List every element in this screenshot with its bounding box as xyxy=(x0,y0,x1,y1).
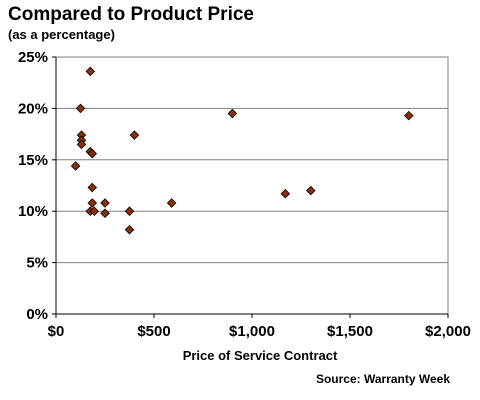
gridlines xyxy=(56,56,448,264)
y-tick-label: 20% xyxy=(18,100,48,117)
data-point-marker xyxy=(100,198,110,208)
y-tick-label: 10% xyxy=(18,203,48,220)
data-point-marker xyxy=(87,148,98,159)
data-point-marker xyxy=(85,66,96,77)
plot-area-frame xyxy=(55,56,449,315)
data-point-marker xyxy=(75,103,86,114)
y-tick-labels: 0% 5% 10% 15% 20% 25% xyxy=(18,49,48,323)
data-point-marker xyxy=(76,139,87,150)
x-tick-label: $1,000 xyxy=(229,323,275,340)
data-point-marker xyxy=(87,182,98,193)
data-point-marker xyxy=(129,130,140,140)
data-point-marker xyxy=(124,206,135,216)
x-tick-labels: $0 $500 $1,000 $1,500 $2,000 xyxy=(48,323,471,340)
x-axis-label: Price of Service Contract xyxy=(182,348,338,363)
y-tick-label: 15% xyxy=(18,152,48,169)
data-point-marker xyxy=(124,224,135,235)
data-point-marker xyxy=(70,161,81,171)
chart-subtitle: (as a percentage) xyxy=(8,27,115,42)
x-tick-label: $1,500 xyxy=(327,323,373,340)
x-tick-label: $2,000 xyxy=(425,323,471,340)
x-tick-label: $0 xyxy=(48,323,65,340)
data-point-marker xyxy=(166,198,177,208)
x-tick-label: $500 xyxy=(137,323,170,340)
data-points xyxy=(70,66,414,235)
data-point-marker xyxy=(87,198,98,208)
source-note: Source: Warranty Week xyxy=(315,372,450,386)
data-point-marker xyxy=(404,110,414,121)
axes xyxy=(52,56,449,318)
y-tick-label: 25% xyxy=(18,49,48,66)
chart-title: Compared to Product Price xyxy=(8,4,254,25)
data-point-marker xyxy=(227,108,238,119)
data-point-marker xyxy=(89,206,99,216)
y-tick-label: 0% xyxy=(26,306,48,323)
y-tick-label: 5% xyxy=(26,255,48,272)
data-point-marker xyxy=(100,208,110,219)
data-point-marker xyxy=(306,185,316,196)
data-point-marker xyxy=(280,188,291,199)
